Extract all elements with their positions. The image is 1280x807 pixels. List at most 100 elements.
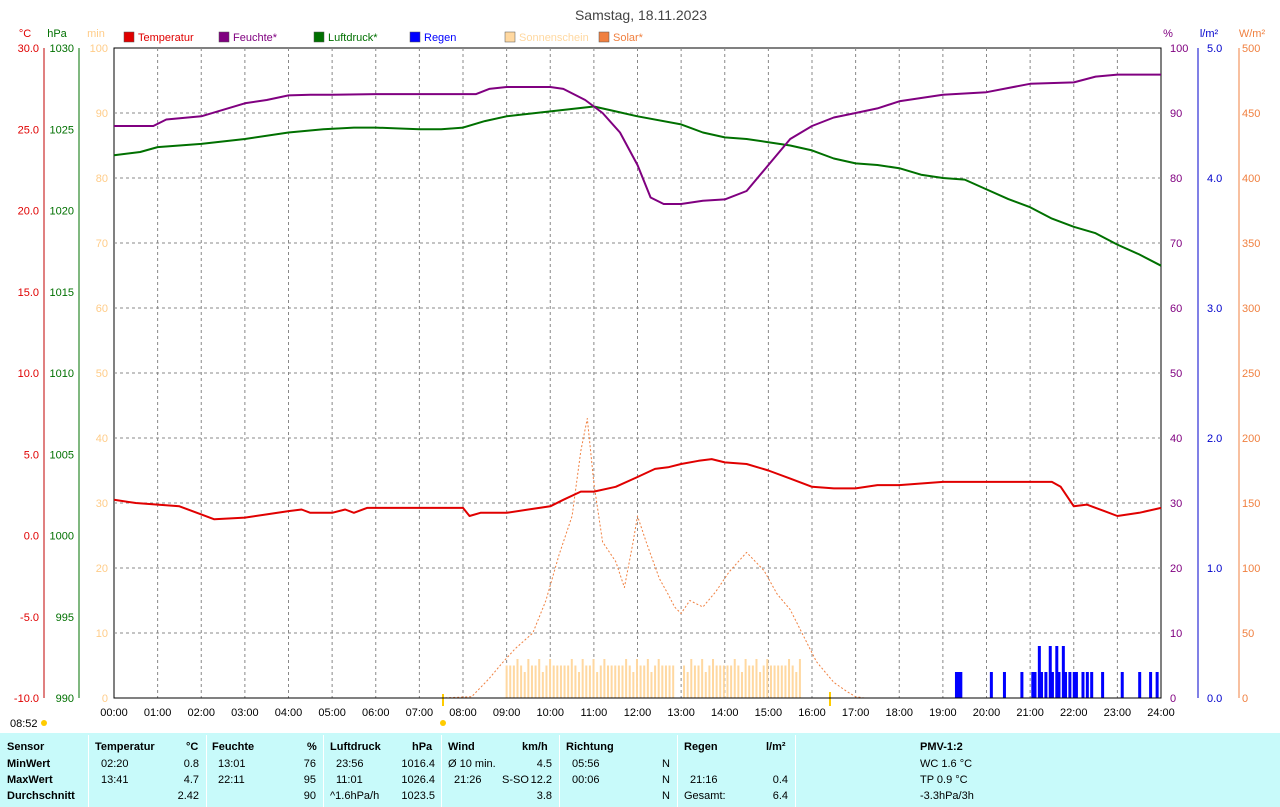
sunshine-bar xyxy=(784,665,787,698)
sun-tick-label: 30 xyxy=(96,498,108,510)
humidity-tick-label: 50 xyxy=(1170,368,1182,380)
rain-bar xyxy=(1120,672,1124,698)
sunshine-bar xyxy=(657,659,660,698)
legend-swatch xyxy=(409,31,421,43)
pressure-min: 1016.4 xyxy=(401,758,435,770)
rain-bar xyxy=(1081,672,1085,698)
x-tick-label: 03:00 xyxy=(231,707,259,719)
sunshine-bar xyxy=(751,665,754,698)
pmv-dewpoint: TP 0.9 °C xyxy=(920,774,968,786)
rain-unit: l/m² xyxy=(766,741,786,753)
wind-max: 12.2 xyxy=(530,774,552,786)
sensor-header: Sensor xyxy=(7,741,45,753)
sun-tick-label: 0 xyxy=(102,693,108,705)
sun-tick-label: 40 xyxy=(96,433,108,445)
humidity-avg: 90 xyxy=(303,790,316,802)
rain-max-time: 21:16 xyxy=(690,774,718,786)
x-tick-label: 02:00 xyxy=(187,707,215,719)
sunshine-bar xyxy=(541,672,544,698)
pmv-windchill: WC 1.6 °C xyxy=(920,758,973,770)
sunshine-bar xyxy=(516,659,519,698)
pressure-max-time: 11:01 xyxy=(336,774,363,786)
sunrise-dot xyxy=(41,720,47,726)
pressure-max: 1026.4 xyxy=(401,774,435,786)
legend-label: Luftdruck* xyxy=(328,32,378,44)
solar-tick-label: 50 xyxy=(1242,628,1254,640)
direction-avg: N xyxy=(662,790,670,802)
humidity-unit: % xyxy=(307,741,317,753)
temperature-min: 0.8 xyxy=(183,758,199,770)
legend-label: Solar* xyxy=(613,32,644,44)
rain-bar xyxy=(1020,672,1024,698)
solar-tick-label: 150 xyxy=(1242,498,1260,510)
temp-tick-label: 15.0 xyxy=(18,287,39,299)
solar-tick-label: 100 xyxy=(1242,563,1260,575)
x-tick-label: 21:00 xyxy=(1016,707,1044,719)
chart-title: Samstag, 18.11.2023 xyxy=(575,7,707,23)
sun-tick-label: 70 xyxy=(96,238,108,250)
rain-bar xyxy=(1057,672,1061,698)
x-tick-label: 04:00 xyxy=(275,707,303,719)
sunshine-bar xyxy=(719,665,722,698)
wind-avg-label: Ø 10 min. xyxy=(448,758,496,770)
row-max: MaxWert xyxy=(7,774,53,786)
temperature-unit: °C xyxy=(186,741,199,753)
weather-chart: Samstag, 18.11.2023 30.0 25.0 20.0 15.0 10.0… xyxy=(10,7,1266,730)
x-tick-label: 15:00 xyxy=(755,707,783,719)
solar-tick-label: 450 xyxy=(1242,108,1260,120)
pmv-header: PMV-1:2 xyxy=(920,741,963,753)
sunshine-bar xyxy=(748,665,751,698)
sunshine-bar xyxy=(509,665,512,698)
wind-mean: 3.8 xyxy=(536,790,552,802)
humidity-unit: % xyxy=(1163,28,1173,40)
x-tick-label: 20:00 xyxy=(973,707,1001,719)
sunshine-bar xyxy=(520,665,523,698)
legend-label: Regen xyxy=(424,32,456,44)
legend-swatch xyxy=(218,31,230,43)
legend-label: Temperatur xyxy=(138,32,194,44)
sunshine-bar xyxy=(773,665,776,698)
temperature-max-time: 13:41 xyxy=(101,774,129,786)
humidity-tick-label: 20 xyxy=(1170,563,1182,575)
statistics-table: Sensor MinWert MaxWert Durchschnitt Temp… xyxy=(0,733,1280,807)
sunshine-bar xyxy=(740,672,743,698)
sunshine-bar xyxy=(596,672,599,698)
rain-bar xyxy=(1085,672,1089,698)
x-tick-label: 19:00 xyxy=(929,707,957,719)
x-tick-label: 08:00 xyxy=(449,707,477,719)
solar-line xyxy=(441,418,865,699)
sunshine-bar xyxy=(538,659,541,698)
sunshine-bar xyxy=(646,659,649,698)
legend-swatch xyxy=(123,31,135,43)
direction-min: N xyxy=(662,758,670,770)
sunshine-bar xyxy=(795,672,798,698)
humidity-line xyxy=(114,73,1161,205)
direction-min-time: 05:56 xyxy=(572,758,600,770)
x-tick-label: 05:00 xyxy=(318,707,346,719)
sunshine-bar xyxy=(563,665,566,698)
x-tick-label: 11:00 xyxy=(581,707,608,719)
sunshine-bar xyxy=(632,672,635,698)
sunshine-bar xyxy=(712,659,715,698)
sunshine-bar xyxy=(788,659,791,698)
sunshine-bar xyxy=(567,665,570,698)
sunshine-bar xyxy=(559,665,562,698)
sun-tick-label: 100 xyxy=(90,43,108,55)
sunshine-bar xyxy=(592,659,595,698)
sunshine-bar xyxy=(744,659,747,698)
x-tick-label: 14:00 xyxy=(711,707,739,719)
pressure-trend: ^1.6hPa/h xyxy=(330,790,380,802)
sunshine-bar xyxy=(693,665,696,698)
sunshine-bar xyxy=(505,665,508,698)
sunshine-bar xyxy=(701,659,704,698)
sunshine-bar xyxy=(639,665,642,698)
sun-unit: min xyxy=(87,28,105,40)
legend-swatch xyxy=(313,31,325,43)
pressure-tick-label: 1015 xyxy=(50,287,74,299)
solar-unit: W/m² xyxy=(1239,28,1266,40)
rain-bar xyxy=(1090,672,1094,698)
sun-tick-label: 10 xyxy=(96,628,108,640)
temp-tick-label: 20.0 xyxy=(18,206,39,218)
pressure-tick-label: 1005 xyxy=(50,449,74,461)
sunshine-bar xyxy=(556,665,559,698)
